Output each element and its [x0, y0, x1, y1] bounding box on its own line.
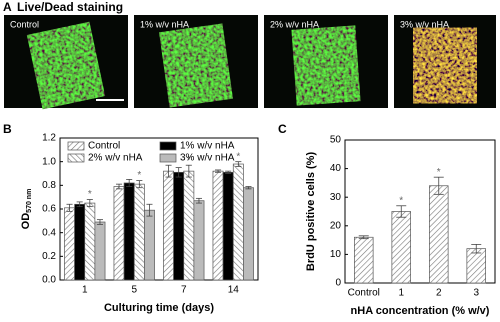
- bar: [123, 182, 135, 281]
- significance-mark: *: [88, 189, 92, 200]
- error-bar: [126, 179, 133, 187]
- error-bar: [358, 235, 369, 240]
- cell-scaffold: [413, 27, 477, 104]
- error-bar: [175, 167, 182, 178]
- x-tick-label: Control: [348, 288, 380, 299]
- bar: [173, 171, 185, 281]
- bar: [354, 236, 374, 284]
- x-axis-title: Culturing time (days): [104, 302, 214, 314]
- bar: [144, 209, 155, 281]
- bar: [429, 185, 449, 284]
- bar: [133, 183, 145, 281]
- significance-mark: *: [399, 195, 403, 206]
- legend-swatch: [67, 141, 85, 151]
- error-bar: [115, 183, 123, 190]
- bar: [212, 170, 224, 281]
- y-tick-label: 0.8: [42, 180, 56, 191]
- panel-title: Live/Dead staining: [17, 0, 123, 14]
- panel-letter: C: [278, 122, 287, 136]
- error-bar: [214, 169, 222, 173]
- x-tick-label: 5: [131, 285, 137, 296]
- x-tick-label: 1: [398, 288, 404, 299]
- significance-mark: *: [137, 170, 141, 181]
- y-tick-label: 0.6: [42, 204, 56, 215]
- y-axis-title: BrdU positive cells (%): [305, 152, 317, 272]
- y-tick-label: 20: [330, 220, 342, 231]
- x-tick-label: 3: [473, 288, 479, 299]
- bar: [64, 207, 75, 281]
- error-bar: [225, 170, 232, 174]
- error-bar: [66, 203, 73, 212]
- y-tick-label: 0.4: [42, 227, 56, 238]
- image-label: 2% w/v nHA: [270, 19, 319, 29]
- panel-letter: B: [3, 122, 12, 136]
- bar: [94, 221, 106, 281]
- y-tick-label: 0.0: [42, 275, 56, 286]
- significance-mark: *: [236, 151, 240, 162]
- cell-scaffold: [159, 23, 233, 108]
- y-tick-label: 0.2: [42, 251, 56, 262]
- bar: [84, 202, 96, 281]
- y-tick-label: 1.0: [42, 156, 56, 167]
- bar: [183, 170, 195, 281]
- image-label: 1% w/v nHA: [140, 19, 189, 29]
- bar: [222, 171, 234, 281]
- significance-mark: *: [437, 167, 441, 178]
- bar: [232, 163, 244, 281]
- error-bar: [96, 219, 104, 225]
- bar: [163, 170, 174, 281]
- x-tick-label: 14: [228, 285, 240, 296]
- error-bar: [195, 197, 203, 204]
- error-bar: [235, 161, 242, 167]
- image-label: Control: [10, 19, 39, 29]
- error-bar: [76, 201, 83, 208]
- y-axis-title-main: BrdU positive cells (%): [305, 152, 317, 272]
- error-bar: [433, 176, 444, 195]
- bar: [243, 187, 254, 281]
- y-tick-label: 10: [330, 249, 342, 260]
- legend-label: Control: [88, 141, 120, 152]
- bar: [193, 200, 205, 281]
- legend-swatch: [159, 141, 177, 151]
- y-tick-label: 40: [330, 163, 342, 174]
- error-bar: [245, 186, 252, 190]
- x-tick-label: 7: [181, 285, 187, 296]
- bar: [113, 186, 125, 281]
- legend-label: 3% w/v nHA: [180, 153, 235, 164]
- y-axis-title-sub: 570 nm: [26, 189, 33, 213]
- legend-label: 1% w/v nHA: [180, 141, 235, 152]
- x-tick-label: 1: [82, 285, 88, 296]
- y-tick-label: 1.2: [42, 133, 56, 144]
- cell-scaffold: [291, 25, 361, 106]
- error-bar: [136, 180, 143, 189]
- bar: [466, 248, 486, 284]
- y-axis-title-main: OD: [20, 213, 32, 230]
- bar: [74, 203, 86, 281]
- legend-swatch: [67, 153, 85, 163]
- panel-letter: A: [3, 0, 12, 14]
- image-label: 3% w/v nHA: [400, 19, 449, 29]
- y-tick-label: 30: [330, 192, 342, 203]
- error-bar: [185, 164, 192, 178]
- y-tick-label: 0: [335, 278, 341, 289]
- cell-scaffold: [26, 21, 106, 110]
- error-bar: [165, 164, 172, 178]
- legend-label: 2% w/v nHA: [88, 153, 143, 164]
- plot-frame: [344, 139, 496, 284]
- y-tick-label: 50: [330, 135, 342, 146]
- x-tick-label: 2: [436, 288, 442, 299]
- bar: [391, 211, 411, 284]
- error-bar: [146, 203, 153, 217]
- legend-swatch: [159, 153, 177, 163]
- significance-mark: *: [187, 155, 191, 166]
- y-axis-title: OD570 nm: [20, 189, 33, 230]
- error-bar: [86, 199, 93, 208]
- x-axis-title: nHA concentration (% w/v): [351, 305, 490, 317]
- error-bar: [471, 243, 482, 254]
- error-bar: [396, 205, 407, 218]
